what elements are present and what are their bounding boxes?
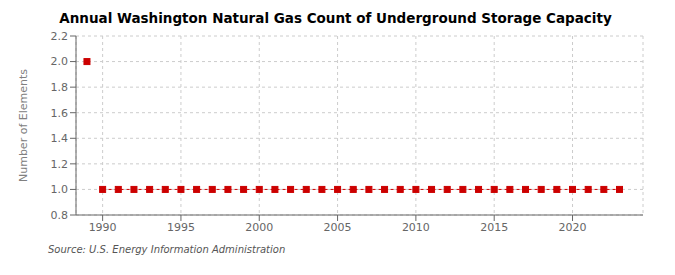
svg-text:0.8: 0.8 (51, 209, 69, 222)
svg-text:1.6: 1.6 (51, 107, 69, 120)
svg-text:2.0: 2.0 (51, 55, 69, 68)
svg-text:2005: 2005 (324, 221, 352, 234)
svg-text:1.0: 1.0 (51, 183, 69, 196)
svg-text:1.4: 1.4 (51, 132, 69, 145)
svg-text:2020: 2020 (559, 221, 587, 234)
html-text:Source: U.S. Energy Informatio: Source: U.S. Energy Information Administ… (48, 244, 286, 255)
svg-text:1.2: 1.2 (51, 158, 69, 171)
svg-text:1990: 1990 (89, 221, 117, 234)
svg-text:1995: 1995 (167, 221, 195, 234)
html-text:Annual Washington Natural Gas: Annual Washington Natural Gas Count of U… (59, 10, 612, 26)
svg-text:2000: 2000 (245, 221, 273, 234)
svg-text:Number of Elements: Number of Elements (17, 69, 30, 182)
svg-text:1.8: 1.8 (51, 81, 69, 94)
svg-text:2010: 2010 (402, 221, 430, 234)
svg-text:2015: 2015 (480, 221, 508, 234)
svg-text:2.2: 2.2 (51, 30, 69, 43)
